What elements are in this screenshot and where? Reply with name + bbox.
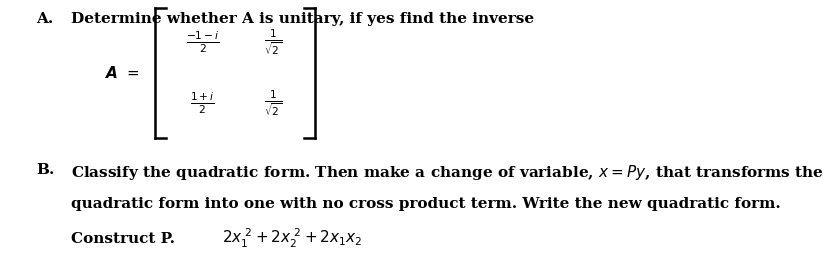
Text: A.: A. xyxy=(36,12,54,26)
Text: $\frac{1}{\sqrt{2}}$: $\frac{1}{\sqrt{2}}$ xyxy=(264,28,282,57)
Text: $\frac{1+i}{2}$: $\frac{1+i}{2}$ xyxy=(190,91,215,116)
Text: Classify the quadratic form. Then make a change of variable, $x = Py$, that tran: Classify the quadratic form. Then make a… xyxy=(71,163,824,182)
Text: Construct P.: Construct P. xyxy=(71,232,175,246)
Text: $\boldsymbol{A}$ $=$: $\boldsymbol{A}$ $=$ xyxy=(104,65,139,81)
Text: $\frac{1}{\sqrt{2}}$: $\frac{1}{\sqrt{2}}$ xyxy=(264,89,282,118)
Text: $2x_1^{\ 2} + 2x_2^{\ 2} + 2x_1x_2$: $2x_1^{\ 2} + 2x_2^{\ 2} + 2x_1x_2$ xyxy=(222,227,362,250)
Text: Determine whether A is unitary, if yes find the inverse: Determine whether A is unitary, if yes f… xyxy=(71,12,534,26)
Text: quadratic form into one with no cross product term. Write the new quadratic form: quadratic form into one with no cross pr… xyxy=(71,197,781,211)
Text: B.: B. xyxy=(36,163,55,177)
Text: $\frac{-1-i}{2}$: $\frac{-1-i}{2}$ xyxy=(186,30,219,55)
